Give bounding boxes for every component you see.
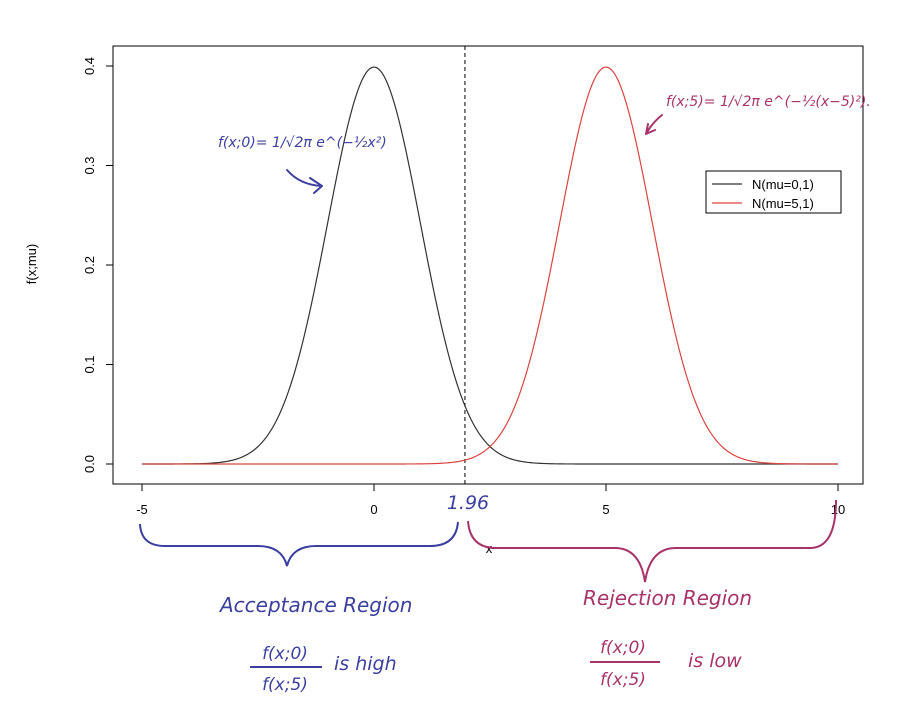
arrow-right: [645, 114, 663, 135]
x-tick-label: -5: [136, 502, 148, 517]
formula-left: f(x;0)= 1/√2π e^(−½x²): [218, 135, 387, 151]
x-tick-label: 10: [831, 502, 845, 517]
legend-box: [705, 170, 842, 214]
y-axis: 0.0 0.1 0.2 0.3 0.4: [82, 57, 114, 473]
acceptance-ratio-numerator: f(x;0): [262, 644, 308, 664]
legend-label-1: N(mu=5,1): [752, 196, 814, 211]
rejection-note: is low: [688, 650, 742, 672]
plot-frame: [112, 45, 864, 485]
acceptance-note: is high: [334, 653, 397, 675]
x-axis: -5 0 5 10: [136, 483, 845, 517]
threshold-label: 1.96: [447, 492, 489, 514]
y-axis-label: f(x;mu): [24, 244, 39, 284]
y-tick-label: 0.2: [82, 256, 97, 274]
series-line-1: [142, 66, 838, 465]
legend-label-0: N(mu=0,1): [752, 177, 814, 192]
arrow-left: [286, 169, 323, 194]
series-line-0: [142, 66, 838, 465]
legend: N(mu=0,1) N(mu=5,1): [705, 170, 842, 214]
rejection-ratio-numerator: f(x;0): [600, 638, 646, 658]
acceptance-ratio-denominator: f(x;5): [262, 675, 308, 695]
y-tick-label: 0.0: [82, 455, 97, 473]
acceptance-brace: [139, 521, 459, 567]
y-tick-label: 0.3: [82, 156, 97, 174]
x-tick-label: 0: [370, 502, 377, 517]
formula-right: f(x;5)= 1/√2π e^(−½(x−5)²).: [666, 94, 871, 110]
y-tick-label: 0.4: [82, 57, 97, 75]
acceptance-label: Acceptance Region: [218, 593, 412, 617]
rejection-label: Rejection Region: [583, 586, 752, 610]
y-tick-label: 0.1: [82, 355, 97, 373]
rejection-ratio-denominator: f(x;5): [600, 670, 646, 690]
x-tick-label: 5: [602, 502, 609, 517]
series-layer: [142, 66, 838, 465]
rejection-brace: [467, 499, 837, 583]
